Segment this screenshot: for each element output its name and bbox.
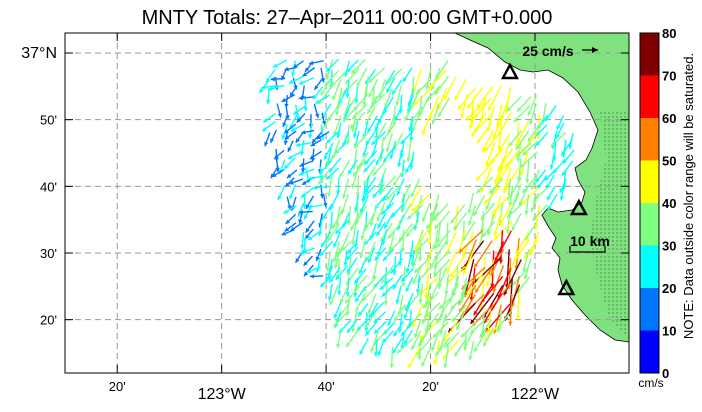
- lat-label: 50': [40, 113, 57, 128]
- lon-label: 123°W: [198, 386, 247, 403]
- colorbar-unit: cm/s: [638, 376, 663, 390]
- lat-label: 30': [40, 246, 57, 261]
- colorbar-bin: [640, 203, 659, 246]
- colorbar-bin: [640, 161, 659, 204]
- colorbar-bin: [640, 288, 659, 331]
- colorbar-bin: [640, 33, 659, 76]
- colorbar-tick-label: 50: [662, 154, 676, 169]
- scale-arrow-label: 25 cm/s: [522, 43, 574, 59]
- colorbar-bin: [640, 118, 659, 161]
- colorbar-tick-label: 60: [662, 111, 676, 126]
- scale-bar-label: 10 km: [570, 233, 610, 249]
- lat-label: 20': [40, 313, 57, 328]
- lat-label: 37°N: [21, 45, 57, 62]
- lat-label: 40': [40, 179, 57, 194]
- colorbar-tick-label: 80: [662, 26, 676, 41]
- lon-label: 20': [109, 379, 126, 394]
- lon-label: 122°W: [511, 386, 560, 403]
- colorbar-tick-label: 10: [662, 324, 676, 339]
- map-title: MNTY Totals: 27–Apr–2011 00:00 GMT+0.000: [142, 7, 553, 29]
- colorbar-bin: [640, 331, 659, 374]
- plot-area: [65, 33, 629, 373]
- colorbar-tick-label: 70: [662, 69, 676, 84]
- colorbar-tick-label: 40: [662, 196, 676, 211]
- lon-label: 40': [318, 379, 335, 394]
- colorbar-bin: [640, 246, 659, 289]
- colorbar-bin: [640, 76, 659, 119]
- colorbar-tick-label: 20: [662, 281, 676, 296]
- lon-label: 20': [422, 379, 439, 394]
- colorbar-note: NOTE: Data outside color range will be s…: [681, 53, 696, 339]
- colorbar-tick-label: 30: [662, 239, 676, 254]
